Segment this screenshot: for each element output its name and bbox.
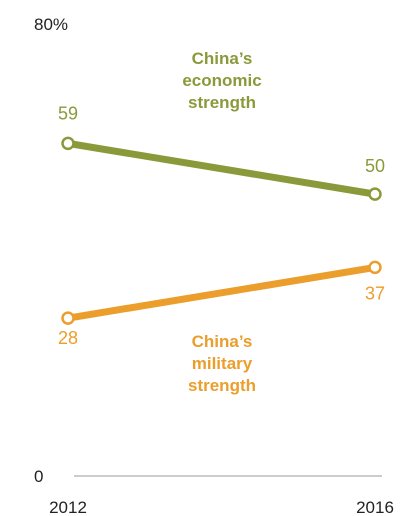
series-0-name-line-1: economic <box>182 71 261 90</box>
series-1-name-line-0: China’s <box>192 332 253 351</box>
series-1-point-0 <box>61 311 75 325</box>
series-0-name-line-0: China’s <box>192 49 253 68</box>
series-layer: 59 50 China’s economic strength 28 37 China’s mi… <box>58 49 385 395</box>
series-1-name-line-1: military <box>192 354 253 373</box>
series-1-point-1 <box>368 260 382 275</box>
series-0-value-label-0: 59 <box>58 103 78 123</box>
series-1-value-label-0: 28 <box>58 328 78 348</box>
series-line-0 <box>64 139 379 198</box>
series-line-1 <box>64 263 379 322</box>
series-0-point-0 <box>61 136 75 151</box>
series-0-point-1 <box>368 187 382 201</box>
x-tick-label-2016: 2016 <box>356 498 394 516</box>
y-tick-label-max: 80% <box>34 15 68 34</box>
x-tick-label-2012: 2012 <box>49 498 87 516</box>
series-0-name-line-2: strength <box>188 93 256 112</box>
series-1-name-line-2: strength <box>188 376 256 395</box>
series-1-value-label-1: 37 <box>365 283 385 303</box>
y-tick-label-zero: 0 <box>34 467 43 486</box>
series-0-value-label-1: 50 <box>365 156 385 176</box>
